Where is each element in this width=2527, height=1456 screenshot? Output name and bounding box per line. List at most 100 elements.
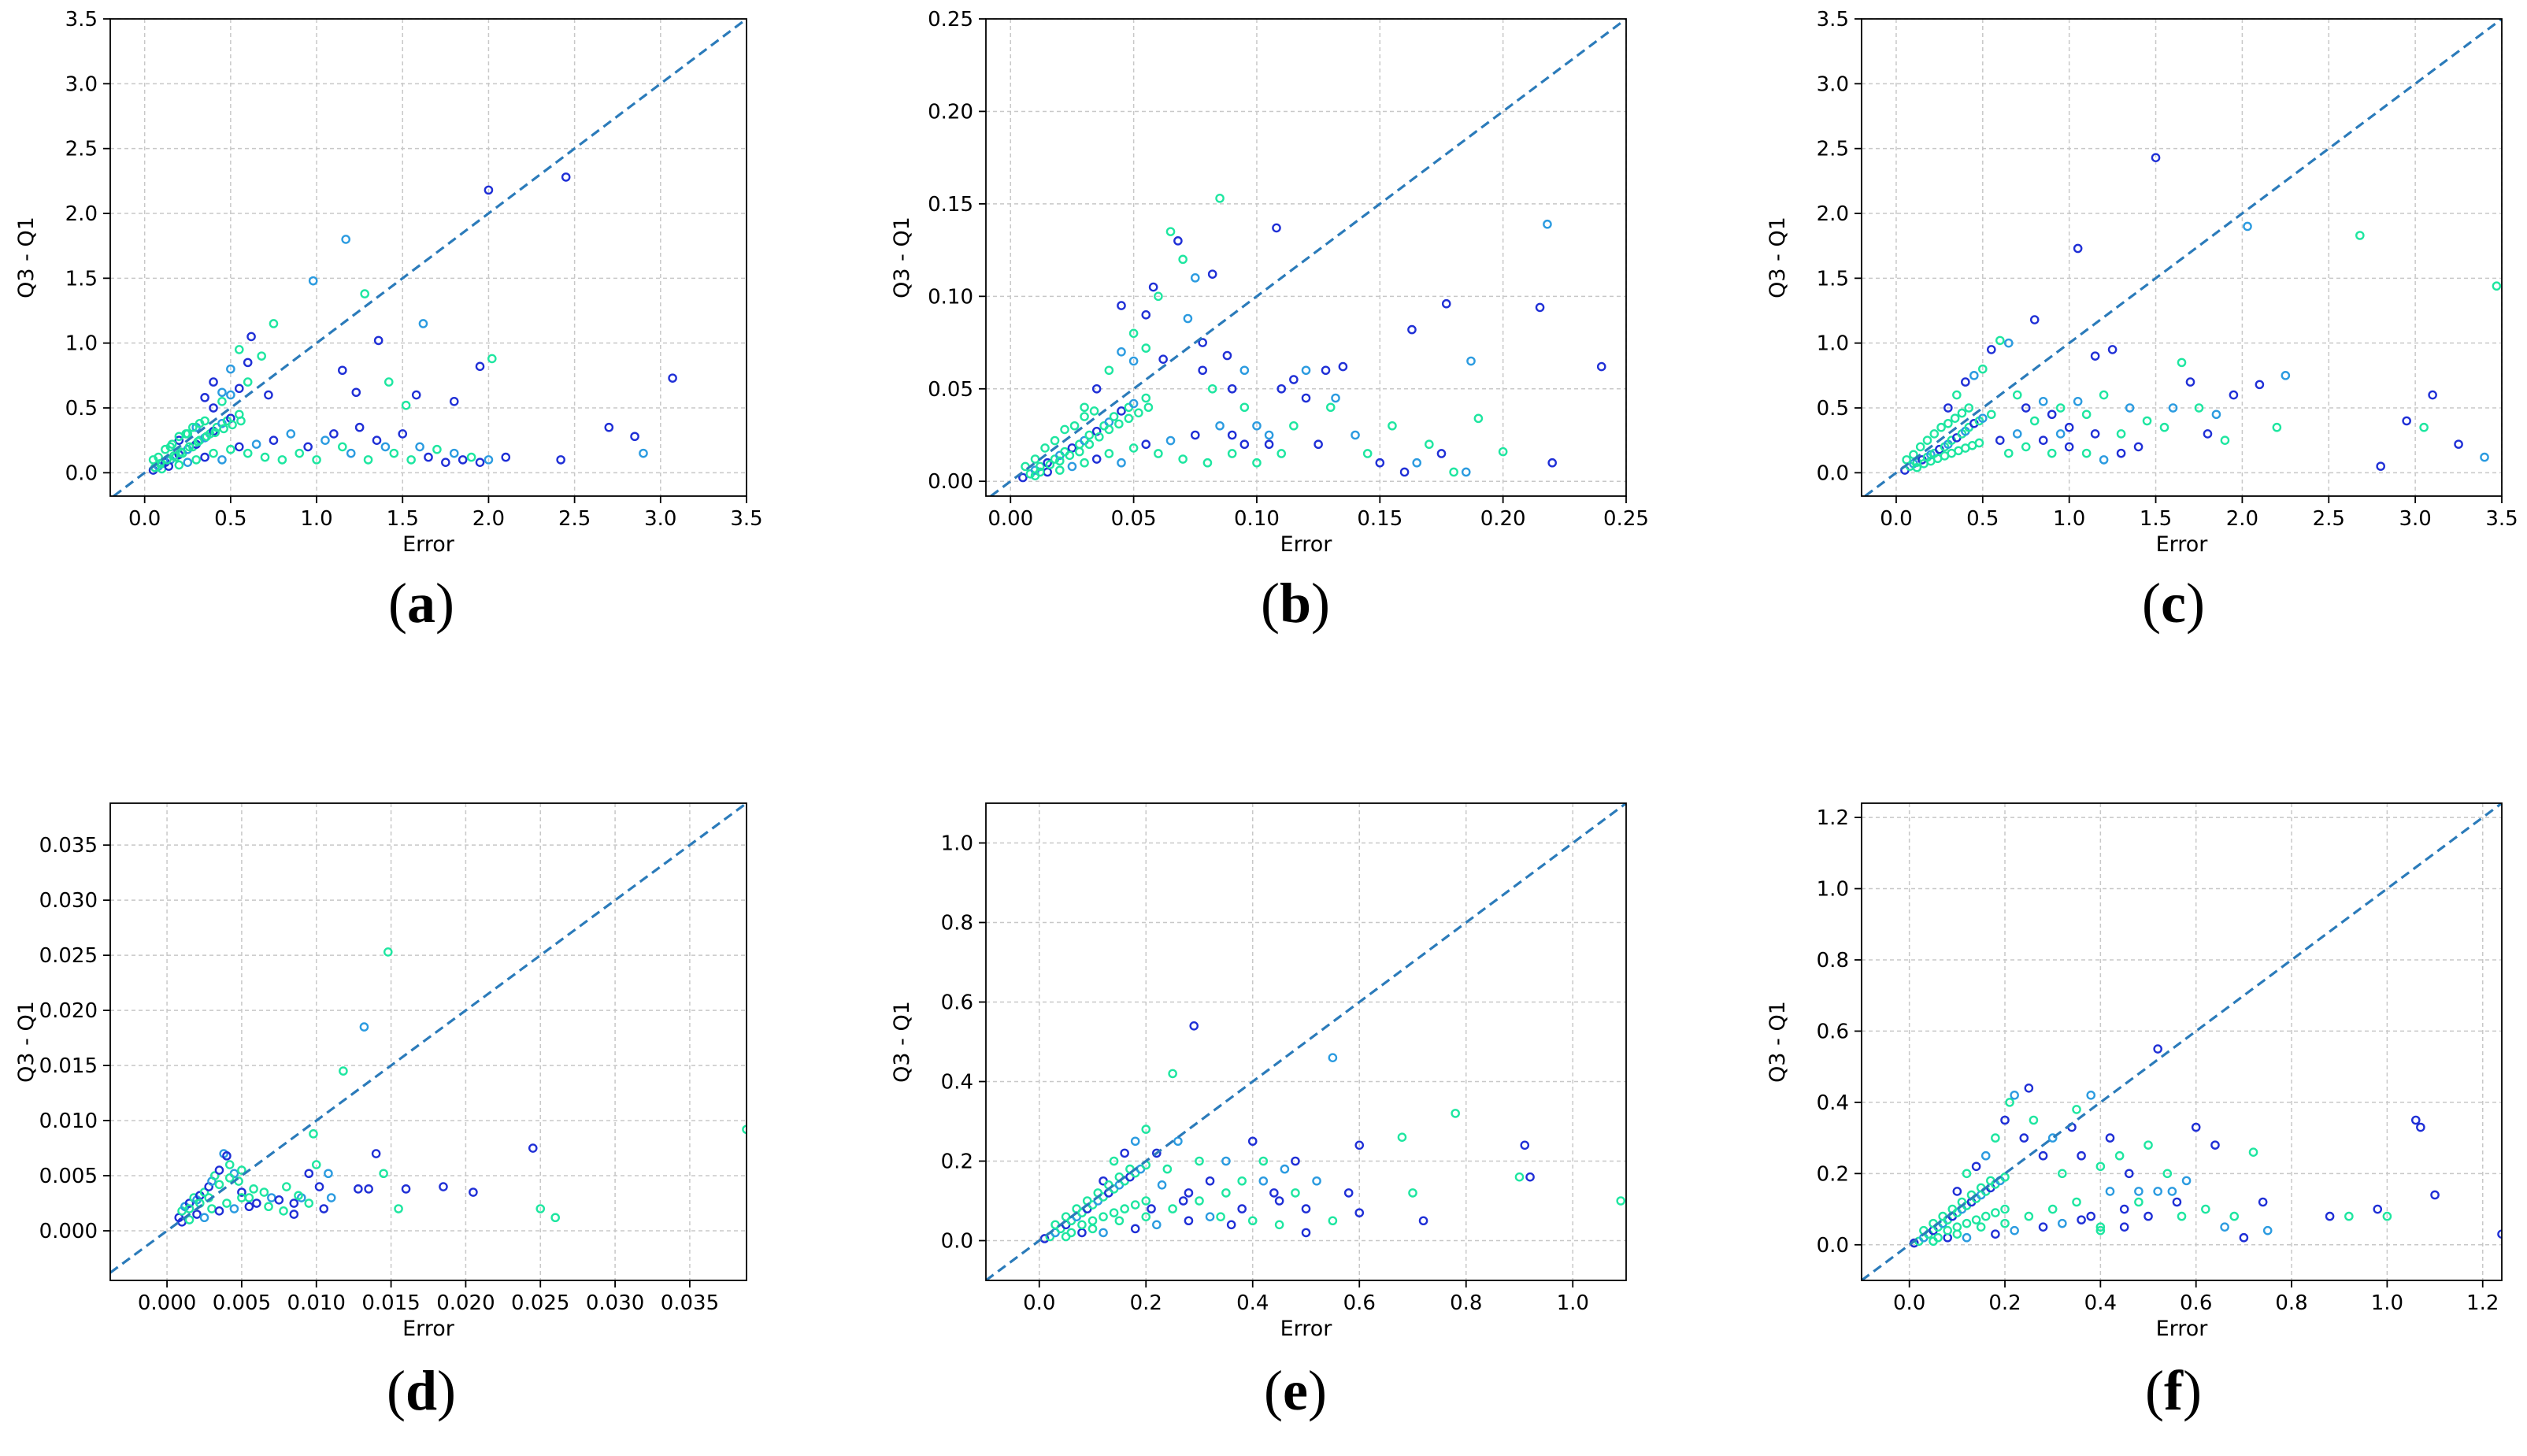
scatter-point (1466, 356, 1476, 366)
scatter-point (2105, 1187, 2115, 1196)
scatter-point (338, 442, 347, 452)
scatter-point (1178, 1196, 1188, 1206)
points-e (1039, 1021, 1626, 1243)
scatter-point (1173, 236, 1183, 246)
scatter-point (1168, 1204, 1177, 1213)
scatter-point (1943, 418, 1953, 428)
scatter-point (2047, 1133, 2058, 1143)
scatter-point (161, 444, 170, 454)
scatter-point (1198, 338, 1207, 347)
scatter-point (2480, 452, 2489, 462)
scatter-point (1190, 273, 1200, 283)
x-tick-label: 0.025 (511, 1291, 569, 1315)
scatter-point (441, 458, 450, 467)
y-tick-label: 1.2 (1817, 806, 1849, 830)
scatter-point (1301, 393, 1311, 403)
scatter-point (209, 377, 218, 387)
scatter-point (1080, 458, 1089, 468)
scatter-point (2168, 403, 2178, 413)
scatter-point (1943, 1225, 1953, 1236)
scatter-point (1091, 454, 1102, 464)
scatter-point (1168, 1069, 1177, 1079)
scatter-point (329, 429, 339, 439)
scatter-point (1343, 1188, 1354, 1198)
scatter-point (1929, 429, 1940, 439)
scatter-point (222, 1199, 232, 1208)
scatter-point (249, 1184, 258, 1194)
scatter-point (1117, 458, 1126, 468)
y-tick-label: 0.2 (941, 1150, 973, 1174)
scatter-point (1215, 420, 1225, 431)
scatter-point (449, 448, 459, 458)
scatter-point (1084, 430, 1095, 440)
panel-label-letter: d (406, 1359, 437, 1422)
scatter-point (2382, 1211, 2392, 1221)
panel-c: 0.0 0.5 1.0 1.5 2.0 2.5 3.0 3.5 0.0 0.5 1.0 1.5 2.0 2… (1766, 8, 2518, 635)
x-tick-label: 0.05 (1111, 507, 1157, 531)
panel-label-open: ( (1264, 1359, 1283, 1422)
scatter-point (1227, 449, 1237, 458)
scatter-point (630, 432, 639, 442)
scatter-point (2012, 429, 2022, 439)
scatter-point (1943, 403, 1953, 413)
scatter-point (195, 418, 205, 428)
y-tick-label: 0.8 (1817, 949, 1849, 973)
y-tick-label: 1.5 (1817, 267, 1849, 291)
scatter-point (1104, 365, 1114, 376)
scatter-point (199, 1187, 209, 1197)
scatter-point (224, 1160, 235, 1169)
scatter-point (1354, 1140, 1365, 1150)
scatter-point (1520, 1140, 1530, 1150)
scatter-point (1109, 1156, 1119, 1166)
y-tick-label: 0.6 (941, 991, 973, 1015)
panel-label-open: ( (387, 1359, 406, 1422)
scatter-point (2081, 409, 2092, 420)
scatter-point (2262, 1225, 2273, 1236)
scatter-point (184, 1199, 195, 1208)
scatter-point (244, 1202, 254, 1212)
panel-label-b: (b) (1261, 572, 1330, 635)
scatter-point (1412, 458, 1422, 468)
scatter-point (1043, 467, 1052, 477)
scatter-point (1252, 420, 1262, 431)
scatter-point (1451, 1109, 1460, 1118)
scatter-point (1117, 406, 1126, 416)
scatter-point (1141, 393, 1151, 403)
scatter-point (1980, 1150, 1991, 1161)
scatter-point (1141, 343, 1151, 353)
panel-label-letter: f (2164, 1359, 2184, 1422)
scatter-point (1978, 413, 1988, 423)
scatter-point (1980, 1211, 1991, 1221)
scatter-point (1237, 1176, 1247, 1186)
x-tick-label: 1.0 (300, 507, 332, 531)
plot-frame (985, 802, 1627, 1281)
scatter-point (2095, 1161, 2106, 1172)
x-tick-label: 2.0 (472, 507, 505, 531)
y-tick-label: 0.010 (39, 1110, 98, 1133)
x-tick-label: 0.015 (361, 1291, 420, 1315)
scatter-point (174, 460, 184, 470)
scatter-point (277, 455, 287, 465)
scatter-point (2243, 221, 2252, 232)
y-axis-label: Q3 - Q1 (14, 217, 39, 298)
scatter-point (1195, 1196, 1204, 1206)
x-tick-label: 2.5 (558, 507, 591, 531)
x-tick-label: 0.25 (1603, 507, 1649, 531)
scatter-point (1978, 364, 1988, 374)
scatter-point (1291, 1188, 1300, 1198)
scatter-point (1247, 1216, 1258, 1226)
scatter-point (1207, 269, 1217, 279)
scatter-point (2177, 1211, 2187, 1221)
scatter-point (1080, 402, 1089, 413)
scatter-point (475, 361, 485, 372)
scatter-point (1252, 458, 1262, 468)
x-tick-label: 0.010 (287, 1291, 346, 1315)
scatter-point (1969, 371, 1979, 380)
scatter-point (1543, 219, 1552, 229)
scatter-point (1388, 420, 1397, 431)
panel-label-close: ) (2186, 572, 2205, 635)
scatter-point (1547, 458, 1557, 468)
scatter-point (449, 396, 459, 406)
y-tick-label: 0.025 (39, 944, 98, 968)
